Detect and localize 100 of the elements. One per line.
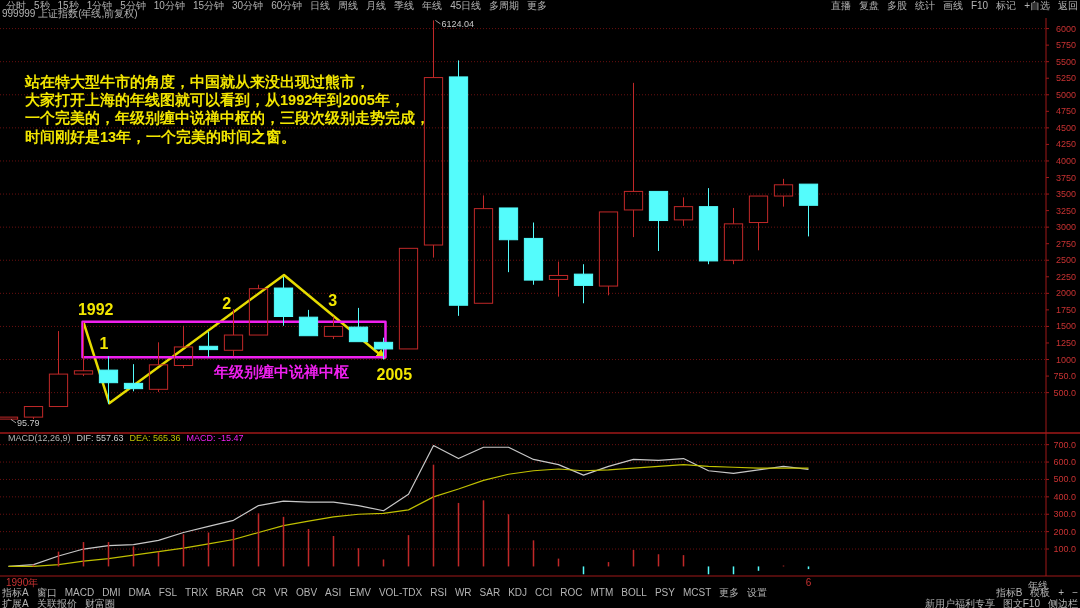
toolbar-item: 10分钟 [153, 0, 185, 11]
y-tick-label: 600.0 [1053, 457, 1076, 468]
y-tick-label: 4500 [1055, 122, 1076, 133]
toolbar-item: 侧边栏 [1048, 597, 1078, 608]
y-tick-label: 2000 [1055, 288, 1076, 299]
toolbar-item: ROC [560, 587, 583, 598]
y-tick-label: 3250 [1055, 205, 1076, 216]
y-tick-label: 300.0 [1053, 509, 1076, 520]
toolbar-item: ASI [325, 587, 342, 598]
toolbar-item: MTM [590, 587, 614, 598]
indicator-value: MACD: -15.47 [186, 433, 244, 443]
toolbar-item: 指标A [2, 587, 29, 598]
toolbar-item: 图文F10 [1002, 597, 1040, 608]
toolbar-item: VR [274, 587, 288, 598]
y-tick-label: 5750 [1055, 40, 1076, 51]
toolbar-item: − [1072, 587, 1078, 598]
annotation: 95.79 [17, 417, 40, 428]
legend-item: DEA: 565.36 [129, 433, 181, 443]
y-tick-label: 700.0 [1053, 439, 1076, 450]
y-tick-label: 200.0 [1053, 526, 1076, 537]
toolbar-item: PSY [654, 587, 675, 598]
legend-item: DIF: 557.63 [76, 433, 124, 443]
y-tick-label: 400.0 [1053, 491, 1076, 502]
toolbar-item: 更多 [719, 587, 740, 598]
value-pointer: 6124.04 [435, 18, 474, 29]
toolbar-item: 多股 [886, 0, 907, 11]
toolbar-item: FSL [158, 587, 178, 598]
toolbar-item: VOL-TDX [378, 587, 423, 598]
y-tick-label: 4000 [1055, 155, 1076, 166]
y-tick-label: 500.0 [1053, 474, 1076, 485]
toolbar-item: MCST [682, 587, 712, 598]
annotation: 1 [99, 334, 109, 352]
toolbar-item: 15分钟 [192, 0, 225, 11]
annotation: 年级别缠中说禅中枢 [214, 363, 350, 381]
y-tick-label: 5250 [1055, 73, 1076, 84]
toolbar-item: 年线 [422, 0, 443, 11]
toolbar-item: +自选 [1024, 0, 1050, 11]
toolbar-item: 统计 [914, 0, 935, 11]
toolbar-item: 45日线 [450, 0, 482, 11]
y-tick-label: 5000 [1055, 89, 1076, 100]
value-pointer: 95.79 [10, 417, 40, 428]
x-tick-label: 6 [805, 576, 812, 588]
toolbar-item: 关联报价 [36, 597, 77, 608]
toolbar-item: 季线 [394, 0, 415, 11]
y-tick-label: 1750 [1055, 304, 1076, 315]
annotation: 2005 [376, 365, 413, 383]
toolbar-item: F10 [970, 0, 989, 11]
y-tick-label: 4250 [1055, 139, 1076, 150]
toolbar-item: 新用户福利专享 [924, 597, 995, 608]
y-tick-label: 5500 [1055, 56, 1076, 67]
toolbar-item: 1分钟 [86, 0, 113, 11]
toolbar-item: EMV [349, 587, 371, 598]
toolbar-item: 复盘 [858, 0, 879, 11]
toolbar-item: 30分钟 [232, 0, 264, 11]
toolbar-item: DMA [128, 587, 151, 598]
title: 999999 上证指数(年线,前复权) [2, 8, 138, 19]
toolbar-item: 月线 [366, 0, 387, 11]
y-tick-label: 3750 [1055, 172, 1076, 183]
toolbar-item: 财富圈 [84, 597, 115, 608]
toolbar-item: 更多 [527, 0, 548, 11]
axis-start-label: 1990年 [6, 576, 39, 588]
note: 站在特大型牛市的角度，中国就从来没出现过熊市， [25, 73, 370, 90]
y-tick-label: 1250 [1055, 338, 1076, 348]
y-tick-label: 1500 [1055, 321, 1076, 332]
toolbar-item: 分时 [6, 0, 26, 11]
toolbar-item: WR [454, 587, 472, 598]
toolbar-item: DMI [102, 587, 121, 598]
y-tick-label: 2250 [1055, 271, 1076, 282]
toolbar-item: 直播 [830, 0, 851, 11]
y-tick-label: 1000 [1055, 354, 1076, 365]
annotation: 1992 [77, 300, 114, 318]
y-tick-label: 3500 [1055, 189, 1076, 200]
y-tick-label: 2500 [1055, 255, 1076, 266]
annotation: 2 [222, 294, 232, 312]
toolbar-item: BRAR [215, 587, 244, 598]
toolbar-item: KDJ [508, 587, 528, 598]
y-tick-label: 3000 [1055, 222, 1076, 233]
annotation: 3 [328, 291, 338, 309]
y-tick-label: 500.0 [1053, 387, 1076, 398]
toolbar-item: BOLL [621, 587, 647, 598]
toolbar-item: OBV [296, 587, 318, 598]
toolbar-item: 多周期 [489, 0, 520, 11]
toolbar-item: 周线 [338, 0, 359, 11]
note: 时间刚好是13年，一个完美的时间之窗。 [25, 128, 297, 145]
y-tick-label: 6000 [1055, 23, 1076, 34]
toolbar-item: CR [251, 587, 267, 598]
toolbar-item: 窗口 [36, 587, 57, 598]
toolbar-item: 指标B [995, 587, 1023, 598]
y-tick-label: 100.0 [1053, 544, 1076, 555]
y-tick-label: 2750 [1055, 238, 1076, 249]
toolbar-item: 日线 [310, 0, 331, 11]
toolbar-item: 设置 [747, 587, 768, 598]
annotation: 6124.04 [441, 18, 474, 29]
y-tick-label: 750.0 [1053, 371, 1076, 382]
toolbar-item: MACD [64, 587, 95, 598]
toolbar-item: CCI [535, 587, 553, 598]
toolbar-item: SAR [479, 587, 501, 598]
note: 一个完美的，年级别缠中说禅中枢的，三段次级别走势完成， [25, 110, 430, 127]
toolbar-item: 返回 [1058, 0, 1078, 11]
toolbar-item: 60分钟 [271, 0, 303, 11]
